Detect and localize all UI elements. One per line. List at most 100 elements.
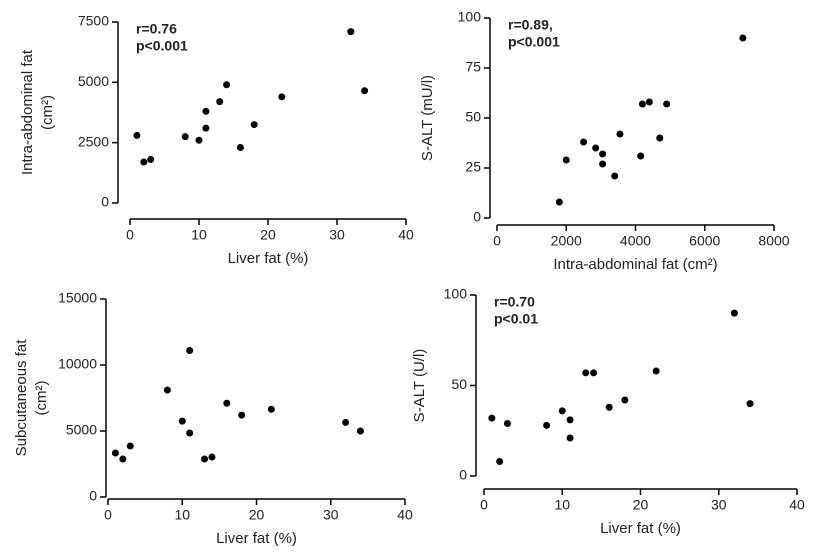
x-axis-label: Liver fat (%): [600, 520, 681, 537]
point: [599, 160, 607, 168]
point: [133, 131, 141, 139]
point: [558, 407, 566, 415]
y-tick-label: 100: [444, 286, 468, 302]
point: [503, 420, 511, 428]
point: [181, 133, 189, 141]
y-tick-label: 5000: [66, 422, 97, 438]
point: [278, 93, 286, 101]
point: [645, 98, 653, 106]
y-tick-label: 15000: [58, 290, 97, 306]
y-tick-label: 2500: [78, 133, 109, 149]
y-tick-label: 100: [458, 9, 482, 25]
point: [223, 81, 231, 89]
point: [238, 411, 246, 419]
y-tick-label: 0: [473, 209, 481, 225]
x-axis-label: Intra-abdominal fat (cm²): [553, 256, 717, 273]
point: [119, 455, 127, 463]
x-tick-label: 10: [174, 507, 190, 523]
annotation: r=0.70: [494, 294, 535, 310]
annotation: p<0.001: [508, 34, 560, 50]
point: [223, 399, 231, 407]
point: [111, 449, 119, 457]
x-tick-label: 30: [711, 497, 727, 513]
y-tick-label: 25: [465, 159, 481, 175]
point: [356, 427, 364, 435]
point: [202, 107, 210, 115]
x-axis-label: Liver fat (%): [216, 530, 297, 547]
x-tick-label: 2000: [551, 233, 582, 249]
annotation: p<0.01: [494, 311, 538, 327]
point: [590, 369, 598, 377]
x-tick-label: 20: [633, 497, 649, 513]
point: [178, 417, 186, 425]
point: [621, 396, 629, 404]
point: [201, 455, 209, 463]
point: [147, 156, 155, 164]
y-tick-label: 0: [101, 194, 109, 210]
point: [656, 134, 664, 142]
x-tick-label: 0: [104, 507, 112, 523]
point: [746, 400, 754, 408]
point: [555, 198, 563, 206]
y-tick-label: 50: [465, 109, 481, 125]
point: [580, 138, 588, 146]
point: [637, 152, 645, 160]
y-axis-label: S-ALT (mU/l): [419, 75, 436, 161]
y-tick-label: 7500: [78, 13, 109, 29]
point: [663, 100, 671, 108]
x-tick-label: 30: [323, 507, 339, 523]
y-tick-label: 75: [465, 59, 481, 75]
y-axis-label: (cm²): [33, 381, 50, 416]
annotation: r=0.76: [136, 21, 177, 37]
point: [186, 346, 194, 354]
point: [488, 414, 496, 422]
x-tick-label: 0: [493, 233, 501, 249]
point: [566, 416, 574, 424]
point: [236, 143, 244, 151]
point: [496, 458, 504, 466]
point: [186, 429, 194, 437]
x-tick-label: 40: [398, 227, 414, 243]
x-tick-label: 30: [329, 227, 345, 243]
point: [361, 87, 369, 95]
point: [611, 172, 619, 180]
point: [347, 28, 355, 36]
y-axis-label: Intra-abdominal fat: [19, 49, 36, 175]
point: [140, 158, 148, 166]
x-tick-label: 10: [191, 227, 207, 243]
x-tick-label: 40: [397, 507, 413, 523]
point: [216, 98, 224, 106]
point: [739, 34, 747, 42]
point: [250, 121, 258, 129]
x-tick-label: 20: [249, 507, 265, 523]
point: [342, 418, 350, 426]
annotation: p<0.001: [136, 38, 188, 54]
y-tick-label: 0: [459, 467, 467, 483]
y-tick-label: 50: [451, 376, 467, 392]
point: [638, 100, 646, 108]
x-axis-label: Liver fat (%): [228, 250, 309, 267]
y-axis-label: (cm²): [39, 95, 56, 130]
point: [208, 453, 216, 461]
point: [562, 156, 570, 164]
x-tick-label: 40: [789, 497, 805, 513]
annotation: r=0.89,: [508, 17, 553, 33]
point: [730, 309, 738, 317]
x-tick-label: 20: [260, 227, 276, 243]
point: [652, 367, 660, 375]
point: [566, 434, 574, 442]
y-axis-label: S-ALT (U/l): [411, 349, 428, 423]
point: [267, 405, 275, 413]
point: [195, 136, 203, 144]
x-tick-label: 4000: [620, 233, 651, 249]
point: [163, 386, 171, 394]
point: [592, 144, 600, 152]
point: [599, 150, 607, 158]
point: [543, 421, 551, 429]
point: [126, 442, 134, 450]
x-tick-label: 10: [554, 497, 570, 513]
x-tick-label: 8000: [758, 233, 789, 249]
y-tick-label: 0: [89, 488, 97, 504]
x-tick-label: 0: [126, 227, 134, 243]
point: [616, 130, 624, 138]
